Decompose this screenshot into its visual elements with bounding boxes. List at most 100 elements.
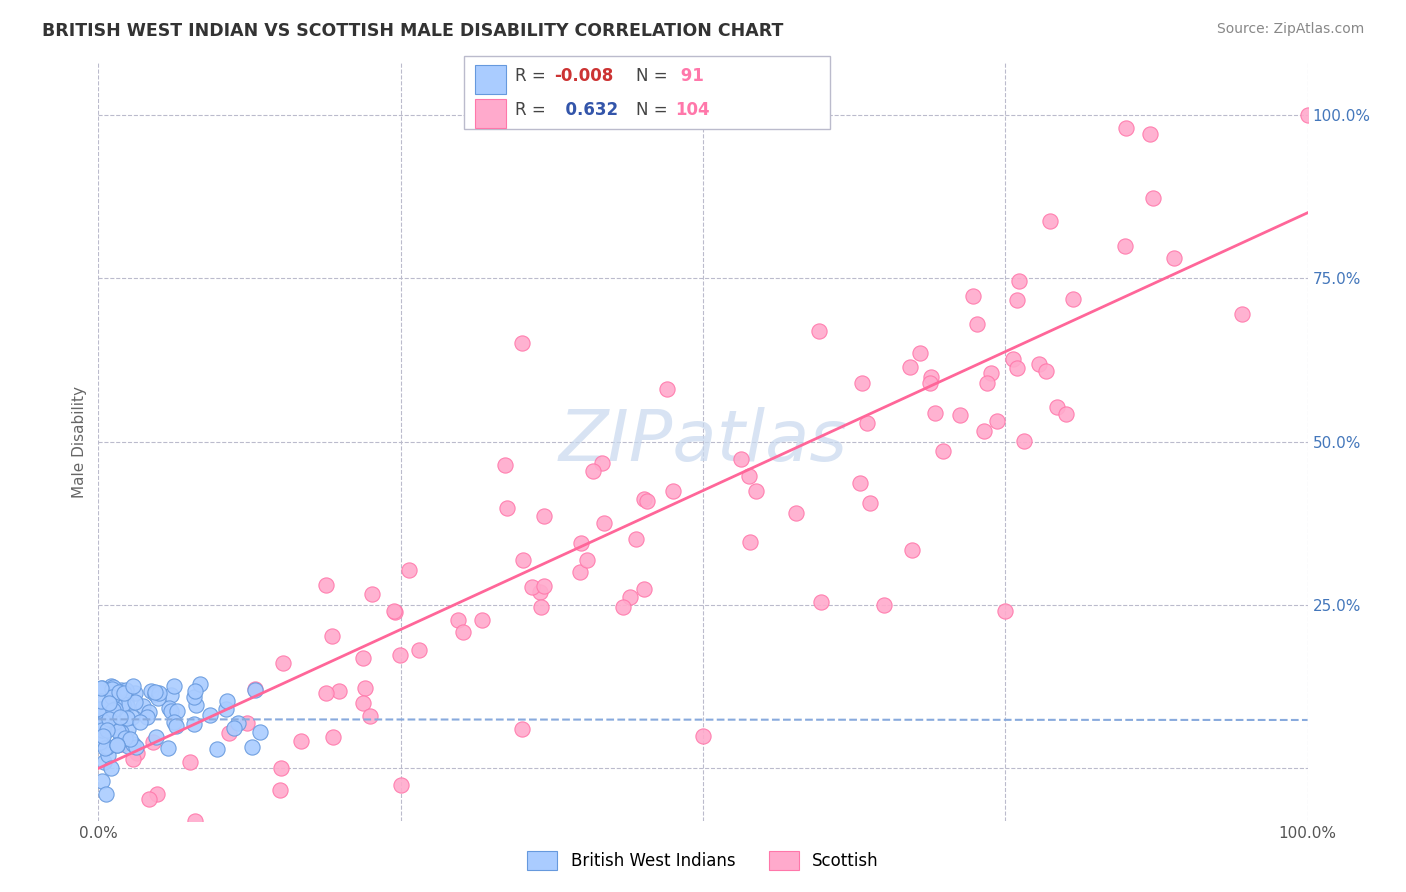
Point: [156, 740, 179, 755]
Point: [920, 370, 942, 384]
Point: [738, 469, 761, 483]
Point: [359, 708, 381, 723]
Point: [1296, 108, 1319, 122]
Point: [636, 494, 658, 508]
Text: 91: 91: [675, 67, 704, 85]
Point: [100, 679, 122, 693]
Point: [849, 475, 872, 490]
Point: [198, 708, 221, 723]
Point: [91, 718, 114, 732]
Point: [353, 681, 375, 695]
Point: [90, 694, 112, 708]
Point: [121, 710, 143, 724]
Point: [145, 685, 167, 699]
Point: [522, 580, 544, 594]
Point: [94, 788, 117, 802]
Point: [117, 739, 139, 753]
Point: [110, 729, 132, 743]
Point: [510, 336, 533, 351]
Point: [112, 686, 135, 700]
Point: [352, 651, 374, 665]
Point: [127, 746, 149, 760]
Point: [218, 726, 240, 740]
Point: [593, 516, 616, 530]
Point: [810, 595, 832, 609]
Point: [93, 714, 115, 729]
Point: [110, 725, 132, 739]
Point: [1230, 307, 1253, 321]
Point: [361, 587, 384, 601]
Point: [163, 679, 186, 693]
Point: [730, 451, 752, 466]
Point: [245, 683, 267, 698]
Point: [114, 731, 136, 745]
Point: [389, 648, 412, 662]
Point: [105, 739, 128, 753]
Point: [97, 712, 120, 726]
Point: [111, 737, 134, 751]
Point: [115, 711, 138, 725]
Point: [108, 685, 131, 699]
Point: [93, 755, 115, 769]
Point: [924, 406, 946, 420]
Point: [662, 484, 685, 499]
Point: [132, 699, 155, 714]
Point: [94, 740, 117, 755]
Point: [1008, 274, 1031, 288]
Point: [633, 582, 655, 596]
Point: [179, 755, 201, 769]
Point: [962, 289, 984, 303]
Point: [655, 382, 678, 396]
Point: [110, 710, 132, 724]
Point: [240, 740, 263, 755]
Point: [184, 698, 207, 712]
Point: [1139, 128, 1161, 142]
Point: [101, 690, 124, 705]
Text: 104: 104: [675, 101, 710, 119]
Point: [994, 605, 1017, 619]
Point: [115, 682, 138, 697]
Point: [1114, 239, 1136, 253]
Point: [104, 714, 127, 729]
Point: [1035, 364, 1057, 378]
Point: [110, 683, 132, 698]
Point: [148, 686, 170, 700]
Point: [855, 417, 877, 431]
Point: [100, 761, 122, 775]
Point: [315, 686, 337, 700]
Point: [619, 590, 641, 604]
Point: [328, 683, 350, 698]
Point: [1115, 120, 1137, 135]
Point: [898, 360, 921, 375]
Point: [692, 729, 714, 743]
Point: [97, 748, 120, 763]
Point: [101, 682, 124, 697]
Point: [949, 408, 972, 422]
Point: [89, 735, 111, 749]
Point: [115, 695, 138, 709]
Point: [122, 679, 145, 693]
Point: [512, 552, 534, 566]
Point: [408, 643, 430, 657]
Point: [908, 346, 931, 360]
Point: [322, 730, 344, 744]
Text: N =: N =: [636, 67, 672, 85]
Point: [101, 704, 124, 718]
Point: [107, 720, 129, 734]
Point: [184, 814, 207, 828]
Point: [117, 723, 139, 737]
Point: [384, 605, 406, 619]
Point: [97, 697, 120, 711]
Point: [389, 778, 412, 792]
Point: [533, 509, 555, 524]
Point: [224, 721, 246, 735]
Point: [633, 492, 655, 507]
Point: [188, 677, 211, 691]
Point: [146, 690, 169, 705]
Point: [986, 414, 1008, 428]
Point: [143, 687, 166, 701]
Point: [128, 714, 150, 729]
Point: [269, 783, 291, 797]
Point: [142, 734, 165, 748]
Point: [290, 733, 312, 747]
